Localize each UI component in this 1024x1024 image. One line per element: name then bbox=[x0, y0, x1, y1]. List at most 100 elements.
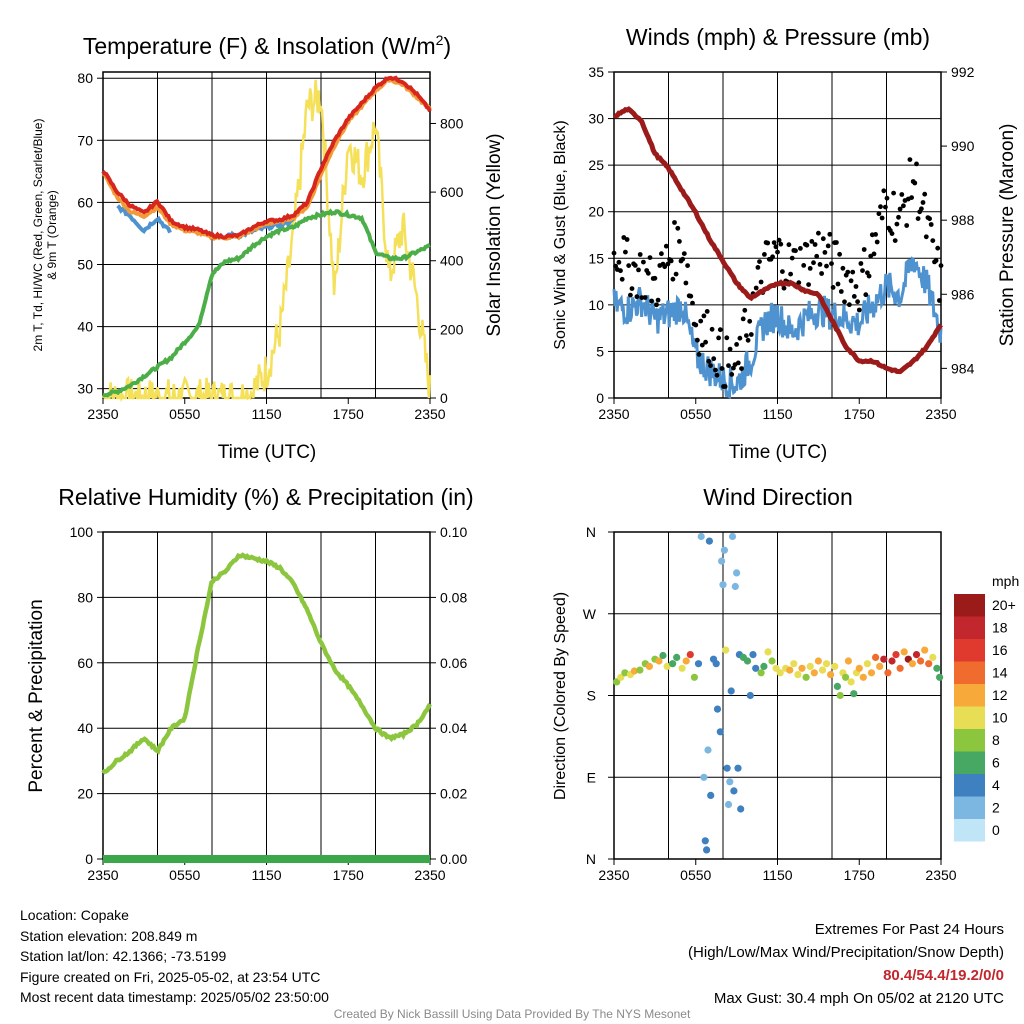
wind-direction-point bbox=[733, 569, 741, 577]
wind-gust-point bbox=[773, 244, 779, 250]
wind-gust-point bbox=[771, 240, 777, 246]
wind-direction-point bbox=[716, 728, 724, 736]
wind-direction-point bbox=[730, 787, 738, 795]
wind-direction-point bbox=[734, 764, 742, 772]
wind-gust-point bbox=[745, 337, 751, 343]
wind-gust-point bbox=[894, 221, 900, 227]
wind-direction-point bbox=[786, 666, 794, 674]
wind-gust-point bbox=[912, 180, 918, 186]
wind-gust-point bbox=[757, 259, 762, 264]
legend-swatch bbox=[954, 684, 985, 707]
wind-gust-point bbox=[683, 280, 689, 286]
wind-gust-point bbox=[861, 247, 867, 252]
wind-gust-point bbox=[848, 278, 854, 284]
extremes-panel: Extremes For Past 24 Hours (High/Low/Max… bbox=[688, 918, 1004, 1010]
wind-direction-point bbox=[814, 657, 823, 665]
wind-gust-point bbox=[717, 327, 723, 333]
wind-xlabel: Time (UTC) bbox=[729, 442, 828, 463]
wind-gust-point bbox=[670, 276, 676, 282]
wind-gust-point bbox=[807, 266, 813, 271]
wind-gust-point bbox=[863, 292, 869, 298]
temp-ylabel-line2: & 9m T (Orange) bbox=[45, 190, 59, 280]
wind-gust-point bbox=[722, 384, 728, 389]
wind-gust-point bbox=[927, 216, 932, 222]
wind-gust-point bbox=[628, 292, 633, 298]
wind-ytick-label: 10 bbox=[588, 297, 604, 313]
temp-y2tick-label: 800 bbox=[440, 115, 464, 131]
wind-gust-point bbox=[755, 265, 761, 270]
wind-direction-point bbox=[884, 669, 892, 677]
wind-gust-point bbox=[811, 260, 816, 266]
wind-xtick-label: 1150 bbox=[762, 406, 792, 422]
wind-gust-point bbox=[703, 339, 708, 345]
wind-gust-point bbox=[775, 249, 780, 255]
legend-swatch bbox=[954, 661, 985, 684]
wind-direction-point bbox=[720, 546, 729, 554]
speed-color-legend: mph 20+ 18 16 14 12 10 8 6 4 2 0 bbox=[954, 573, 1019, 842]
wind-gust-point bbox=[838, 289, 844, 294]
wind-direction-point bbox=[705, 537, 714, 545]
wind-gust-point bbox=[709, 326, 715, 332]
wind-gust-point bbox=[729, 372, 735, 377]
wind-gust-point bbox=[856, 307, 862, 313]
wind-gust-point bbox=[770, 254, 775, 260]
wind-direction-point bbox=[703, 846, 711, 854]
wind-direction-point bbox=[768, 657, 776, 665]
temp-y2tick-label: 0 bbox=[440, 390, 448, 406]
wind-gust-point bbox=[822, 250, 828, 255]
rh-xtick-label: 2350 bbox=[87, 867, 118, 883]
wind-gust-point bbox=[726, 363, 731, 368]
temp-ytick-label: 40 bbox=[77, 319, 93, 335]
dir-ytick-label: E bbox=[587, 769, 596, 785]
wind-direction-point bbox=[659, 651, 667, 660]
wind-gust-point bbox=[860, 268, 865, 273]
wind-gust-point bbox=[850, 269, 856, 275]
temp-xtick-label: 1150 bbox=[251, 406, 281, 422]
legend-swatch bbox=[954, 594, 985, 617]
wind-gust-point bbox=[765, 240, 771, 246]
station-elevation: Station elevation: 208.849 m bbox=[20, 927, 198, 944]
wind-gust-point bbox=[673, 271, 679, 277]
wind-gust-point bbox=[719, 366, 725, 371]
wind-direction-point bbox=[912, 651, 921, 659]
wind-direction-point bbox=[718, 557, 726, 565]
wind-gust-point bbox=[804, 242, 810, 248]
figure-created: Figure created on Fri, 2025-05-02, at 23… bbox=[20, 968, 321, 985]
wind-gust-point bbox=[871, 251, 877, 257]
wind-direction-point bbox=[917, 657, 925, 665]
legend-label: 0 bbox=[992, 822, 1000, 838]
temp-xtick-label: 1750 bbox=[333, 406, 364, 422]
legend-label: 14 bbox=[992, 665, 1008, 681]
wind-gust-point bbox=[816, 230, 821, 236]
wind-gust-point bbox=[930, 238, 936, 244]
wind-gust-point bbox=[817, 262, 823, 267]
wind-direction-point bbox=[806, 662, 814, 671]
wind-direction-point bbox=[746, 691, 754, 700]
rh-xtick-label: 1750 bbox=[333, 867, 364, 883]
wind-direction-point bbox=[682, 657, 690, 665]
wind-direction-point bbox=[933, 664, 941, 672]
wind-gust-point bbox=[928, 222, 934, 227]
wind-direction-point bbox=[701, 837, 709, 845]
wind-direction-point bbox=[850, 690, 858, 698]
legend-swatch bbox=[954, 639, 985, 662]
wind-direction-point bbox=[842, 673, 850, 681]
wind-gust-point bbox=[701, 313, 707, 319]
wind-direction-point bbox=[727, 687, 735, 695]
legend-swatch bbox=[954, 819, 985, 842]
wind-gust-point bbox=[618, 268, 623, 274]
temp-xlabel: Time (UTC) bbox=[218, 442, 317, 463]
wind-gust-point bbox=[699, 342, 705, 348]
rh-xtick-label: 2350 bbox=[414, 867, 445, 883]
rh-chart-title: Relative Humidity (%) & Precipitation (i… bbox=[58, 484, 473, 510]
wind-gust-point bbox=[814, 253, 820, 259]
wind-gust-point bbox=[706, 358, 712, 364]
station-info: Location: Copake Station elevation: 208.… bbox=[20, 905, 329, 1008]
sonic-wind-line bbox=[612, 256, 943, 399]
wind-gust-point bbox=[781, 285, 787, 291]
temp-xtick-label: 2350 bbox=[87, 406, 118, 422]
wind-gust-point bbox=[884, 195, 890, 201]
wind-y2tick-label: 984 bbox=[951, 360, 975, 376]
legend-title: mph bbox=[992, 573, 1019, 589]
